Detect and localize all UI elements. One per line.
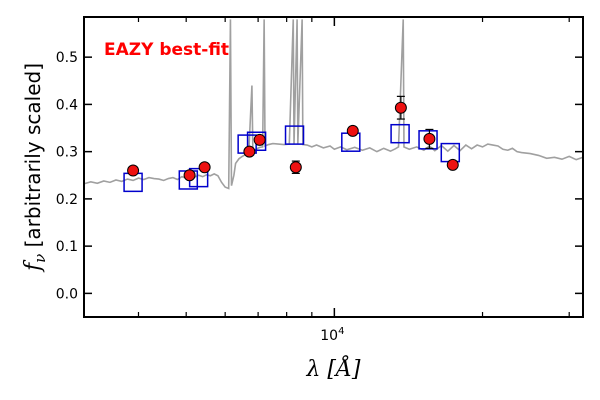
y-tick-label: 0.5	[56, 50, 78, 66]
model-square	[284, 125, 305, 145]
spectrum-layer	[84, 19, 583, 190]
data-point	[198, 161, 211, 174]
data-point	[127, 164, 140, 177]
y-axis-label-text: [arbitrarily scaled]	[21, 63, 45, 254]
observed-photometry-layer	[127, 95, 459, 182]
data-point	[243, 145, 256, 158]
data-point	[183, 169, 196, 182]
model-square	[390, 123, 410, 144]
data-point	[289, 161, 302, 174]
x-axis-label: λ [Å]	[306, 354, 361, 382]
data-point	[394, 101, 407, 114]
data-point	[423, 132, 436, 145]
model-square	[246, 131, 267, 151]
y-axis-label-subscript: ν	[31, 254, 49, 263]
data-point	[253, 133, 266, 146]
x-tick-label-base: 10	[320, 328, 338, 344]
data-point	[346, 124, 359, 137]
axis-ticks: 0.0 0.1 0.2 0.3 0.4 0.5 104	[56, 17, 583, 344]
plot-frame	[83, 16, 584, 318]
spectrum-line	[84, 19, 583, 190]
y-tick-label: 0.0	[56, 286, 78, 302]
x-tick-label: 104	[320, 326, 344, 344]
model-square	[440, 142, 461, 163]
y-tick-label: 0.3	[56, 145, 78, 161]
x-tick-label-exponent: 4	[338, 326, 344, 337]
y-tick-label: 0.2	[56, 192, 78, 208]
y-tick-label: 0.4	[56, 97, 78, 113]
model-photometry-layer	[123, 123, 461, 193]
y-tick-label: 0.1	[56, 239, 78, 255]
y-axis-label: fν [arbitrarily scaled]	[21, 63, 49, 273]
data-point	[446, 158, 459, 171]
annotation-label: EAZY best-fit	[104, 40, 229, 60]
